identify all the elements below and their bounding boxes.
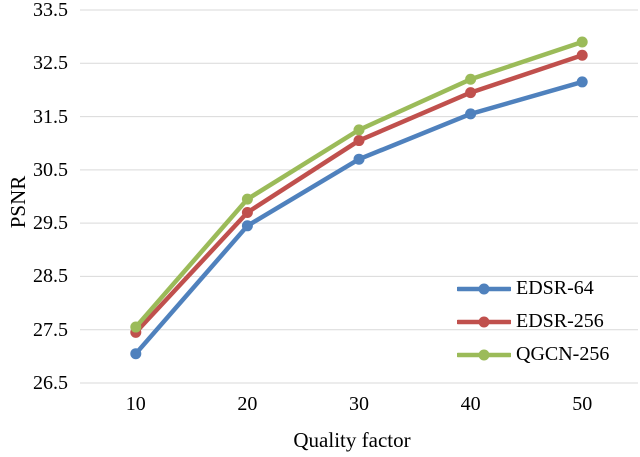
x-tick-label: 20 [237,393,258,415]
data-point-EDSR-64 [130,348,142,360]
data-point-QGCN-256 [130,321,142,333]
x-tick-label: 10 [125,393,146,415]
legend-label: EDSR-256 [516,310,604,332]
data-point-QGCN-256 [465,73,477,85]
legend-line-sample-icon [457,283,511,294]
data-point-EDSR-256 [576,49,588,61]
y-tick-label: 26.5 [33,372,68,394]
data-point-EDSR-64 [353,153,365,165]
legend-line-sample-icon [457,316,511,327]
data-point-EDSR-256 [241,206,253,218]
x-tick-label: 40 [460,393,481,415]
legend-item-edsr-256: EDSR-256 [457,305,609,338]
x-tick-label: 30 [349,393,369,415]
y-tick-label: 30.5 [33,158,68,181]
data-point-EDSR-256 [353,135,365,147]
y-tick-label: 33.5 [33,0,68,21]
legend-line-sample-icon [457,349,511,360]
legend-label: EDSR-64 [516,277,594,299]
x-axis-title: Quality factor [293,428,411,452]
y-tick-label: 32.5 [33,52,68,75]
legend-label: QGCN-256 [516,343,610,365]
y-tick-label: 27.5 [33,318,68,341]
data-point-EDSR-64 [465,108,477,120]
data-point-QGCN-256 [241,193,253,205]
data-point-EDSR-64 [576,76,588,88]
y-tick-label: 29.5 [33,212,68,235]
legend: EDSR-64 EDSR-256 QGCN-256 [457,272,609,371]
data-point-QGCN-256 [576,36,588,48]
legend-item-edsr-64: EDSR-64 [457,272,609,305]
data-point-QGCN-256 [353,124,365,136]
y-tick-label: 31.5 [33,105,68,128]
x-tick-label: 50 [572,393,593,415]
legend-item-qgcn-256: QGCN-256 [457,338,609,371]
data-point-EDSR-256 [465,87,477,99]
data-point-EDSR-64 [241,220,253,232]
y-tick-label: 28.5 [33,265,68,288]
